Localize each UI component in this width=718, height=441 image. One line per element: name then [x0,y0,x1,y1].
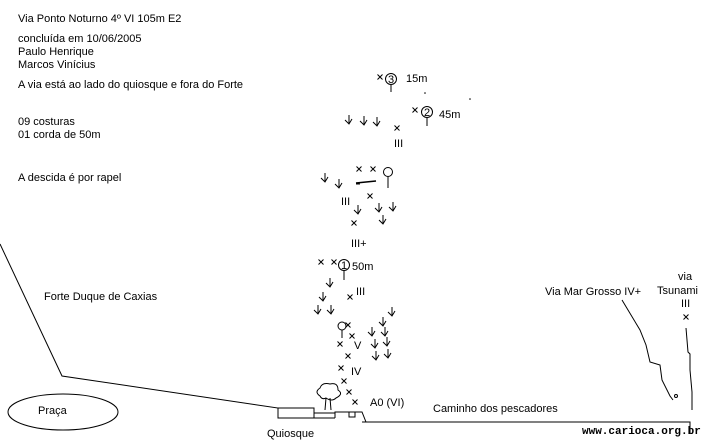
bolt-mark [349,333,355,339]
move-arrow-icon [383,349,392,359]
bolt-mark [370,166,376,172]
belay-3-number: 3 [388,74,394,86]
watermark: www.carioca.org.br [582,426,701,438]
belay-3: 3 [385,73,397,92]
belay-2-number: 2 [424,107,430,119]
gear-quickdraws: 09 costuras [18,116,75,128]
move-arrow-icon [325,278,334,288]
move-arrow-icon [326,305,335,315]
move-arrow-icon [380,327,389,337]
route-marks [313,74,689,405]
path-label: Caminho dos pescadores [433,403,558,415]
kiosk-building [277,407,315,419]
fort-label: Forte Duque de Caxias [44,291,158,303]
grade-pitch-top: III [394,138,404,150]
belay-lower [337,321,347,338]
route-tsunami-line1: via [678,271,693,283]
gear-rope: 01 corda de 50m [18,129,101,141]
bolt-mark [356,166,362,172]
bolt-mark [337,341,343,347]
cliff-line-tsunami [685,327,693,410]
climber-2: Marcos Vinícius [18,59,96,71]
bolt-mark [683,314,689,320]
move-arrow-icon [353,205,362,215]
belay-1-length: 50m [352,261,374,273]
bolt-mark [352,399,358,405]
bolt-mark [331,259,337,265]
route-tsunami-grade: III [681,298,691,310]
grade-iv: IV [351,366,362,378]
descent-note: A descida é por rapel [18,172,122,184]
route-title: Via Ponto Noturno 4º VI 105m E2 [18,13,182,25]
belay-1-number: 1 [341,260,347,272]
small-structure [348,411,356,418]
grade-pitch-lower: III [356,286,366,298]
move-arrow-icon [359,116,368,126]
route-tsunami-line2: Tsunami [657,285,698,297]
square-label: Praça [38,405,67,417]
bolt-mark [341,378,347,384]
grade-pitch-middle: III+ [351,238,367,250]
belay-3-length: 15m [406,73,428,85]
kiosk-label: Quiosque [267,428,315,440]
move-arrow-icon [372,117,381,127]
climber-1: Paulo Henrique [18,46,94,58]
grade-v: V [354,340,362,352]
bolt-mark [318,259,324,265]
bolt-mark [394,125,400,131]
tree-icon [316,383,342,411]
move-arrow-icon [378,317,387,327]
route-mar-grosso: Via Mar Grosso IV+ [545,286,642,298]
speck-mark [469,98,471,100]
move-arrow-icon [367,327,376,337]
ground-line [334,411,691,434]
move-arrow-icon [313,305,322,315]
bolt-mark [367,193,373,199]
move-arrow-icon [388,202,397,212]
grade-start: A0 (VI) [370,397,405,409]
bolt-mark [351,220,357,226]
bolt-mark [377,74,383,80]
completion-date: concluída em 10/06/2005 [18,33,142,45]
belay-intermediate [383,167,393,188]
belay-2: 2 [421,106,433,126]
move-arrow-icon [320,173,329,183]
move-arrow-icon [371,351,380,361]
move-arrow-icon [334,179,343,189]
grade-pitch-upper: III [341,196,351,208]
fort-outline [0,243,335,419]
move-arrow-icon [344,115,353,125]
move-arrow-icon [382,337,391,347]
cliff-line-mar-grosso [621,299,674,401]
move-arrow-icon [370,339,379,349]
belay-2-length: 45m [439,109,461,121]
location-note: A via está ao lado do quiosque e fora do… [18,79,244,91]
belay-1: 1 [338,259,350,280]
speck-mark [424,92,426,94]
move-arrow-icon [378,215,387,225]
square-outline [7,393,119,431]
bolt-mark [347,294,353,300]
move-arrow-icon [387,307,396,317]
bolt-mark [412,107,418,113]
bolt-mark [345,353,351,359]
move-arrow-icon [318,292,327,302]
bolt-mark [346,389,352,395]
bolt-mark [338,365,344,371]
move-arrow-icon [374,203,383,213]
